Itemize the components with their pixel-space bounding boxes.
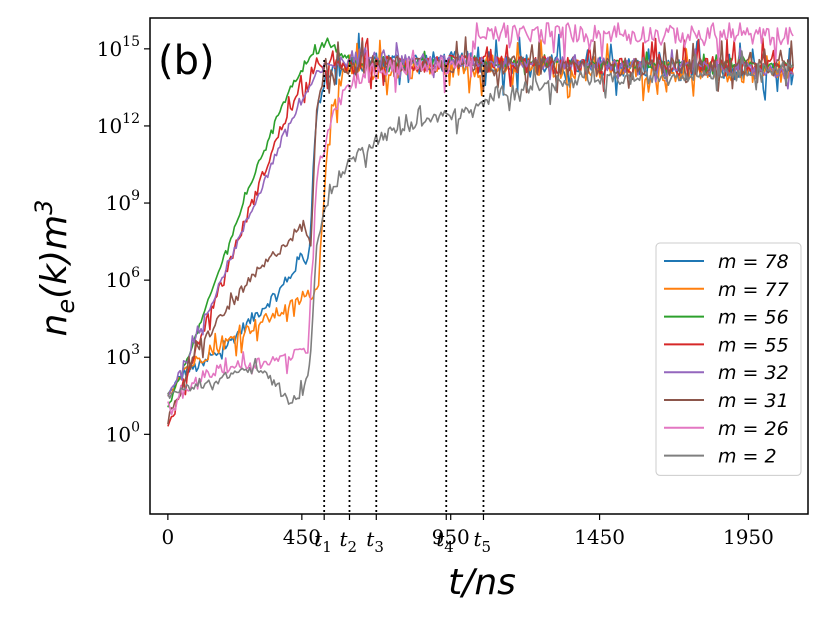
series-line <box>167 39 794 397</box>
t-marker-label: t1 <box>314 527 332 556</box>
legend-label: m = 26 <box>718 418 789 440</box>
t-marker-label: t3 <box>366 527 384 556</box>
panel-label: (b) <box>158 38 215 84</box>
y-tick-label: 109 <box>106 188 140 215</box>
x-tick-label: 1450 <box>574 525 625 549</box>
y-tick-label: 1015 <box>97 34 140 61</box>
y-tick-label: 1012 <box>97 111 140 138</box>
time-markers <box>323 60 485 514</box>
x-tick-label: 450 <box>283 525 321 549</box>
y-tick-label: 100 <box>106 419 140 446</box>
legend-label: m = 2 <box>718 446 777 468</box>
y-axis-label: ne(k)m3 <box>30 200 80 337</box>
x-axis-label: t/ns <box>448 562 516 603</box>
y-tick-label: 106 <box>106 265 140 292</box>
series-line <box>167 36 794 425</box>
legend-box <box>655 242 802 476</box>
x-tick-label: 1950 <box>723 525 774 549</box>
y-axis: 100 103 106 109 1012 1015 <box>97 34 150 446</box>
y-tick-label: 103 <box>106 342 140 369</box>
t-marker-label: t2 <box>339 527 357 556</box>
x-tick-label: 950 <box>432 525 470 549</box>
series-line <box>167 22 794 416</box>
x-tick-label: 0 <box>161 525 174 549</box>
legend-label: m = 31 <box>718 390 789 412</box>
legend-label: m = 55 <box>718 334 789 356</box>
legend-label: m = 56 <box>718 307 789 329</box>
legend-label: m = 32 <box>718 362 789 384</box>
legend: m = 78 m = 77 m = 56 m = 55 m = 32 m = 31 m = … <box>655 242 802 476</box>
legend-label: m = 78 <box>718 251 789 273</box>
legend-label: m = 77 <box>718 279 789 301</box>
plot-frame <box>149 17 809 515</box>
t-marker-label: t5 <box>473 527 491 556</box>
t-marker-label: t4 <box>436 527 454 556</box>
svg-text:ne(k)m3: ne(k)m3 <box>30 200 80 337</box>
series-line <box>167 50 794 405</box>
x-axis: 0 450 950 1450 1950 t1 t2 t3 t4 t5 <box>161 514 774 556</box>
plot-lines <box>167 22 794 427</box>
